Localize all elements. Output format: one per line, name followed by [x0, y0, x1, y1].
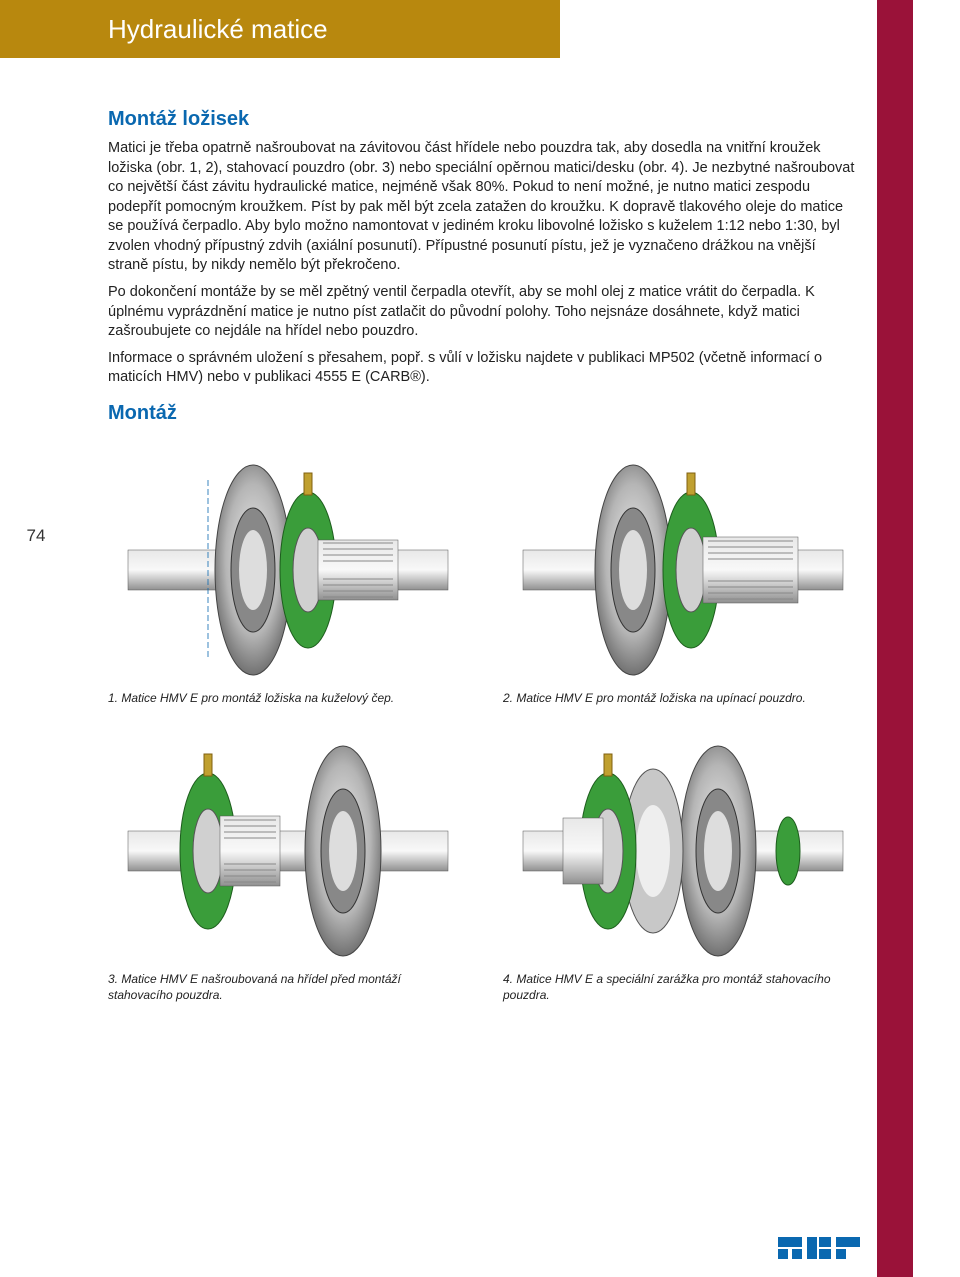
paragraph: Informace o správném uložení s přesahem,… [108, 349, 858, 388]
figure-2: 2. Matice HMV E pro montáž ložiska na up… [503, 455, 858, 707]
figures-row-2: 3. Matice HMV E našroubovaná na hřídel p… [108, 736, 858, 1003]
figure-3-image [108, 736, 463, 966]
page-title: Hydraulické matice [108, 14, 328, 45]
figure-4-image [503, 736, 858, 966]
figure-1-image [108, 455, 463, 685]
skf-logo [778, 1237, 860, 1259]
paragraph: Po dokončení montáže by se měl zpětný ve… [108, 283, 858, 342]
side-stripe [877, 0, 913, 1277]
figure-3: 3. Matice HMV E našroubovaná na hřídel p… [108, 736, 463, 1003]
page-number: 74 [0, 516, 72, 556]
figure-4: 4. Matice HMV E a speciální zarážka pro … [503, 736, 858, 1003]
header-band: Hydraulické matice [0, 0, 560, 58]
figure-3-caption: 3. Matice HMV E našroubovaná na hřídel p… [108, 972, 463, 1003]
figure-2-caption: 2. Matice HMV E pro montáž ložiska na up… [503, 691, 858, 707]
figures-row-1: 1. Matice HMV E pro montáž ložiska na ku… [108, 455, 858, 707]
figure-2-image [503, 455, 858, 685]
figure-1: 1. Matice HMV E pro montáž ložiska na ku… [108, 455, 463, 707]
section-heading: Montáž ložisek [108, 108, 858, 131]
subsection-heading: Montáž [108, 402, 858, 425]
figure-4-caption: 4. Matice HMV E a speciální zarážka pro … [503, 972, 858, 1003]
figure-1-caption: 1. Matice HMV E pro montáž ložiska na ku… [108, 691, 463, 707]
paragraph: Matici je třeba opatrně našroubovat na z… [108, 139, 858, 276]
content-area: Montáž ložisek Matici je třeba opatrně n… [108, 108, 858, 1010]
